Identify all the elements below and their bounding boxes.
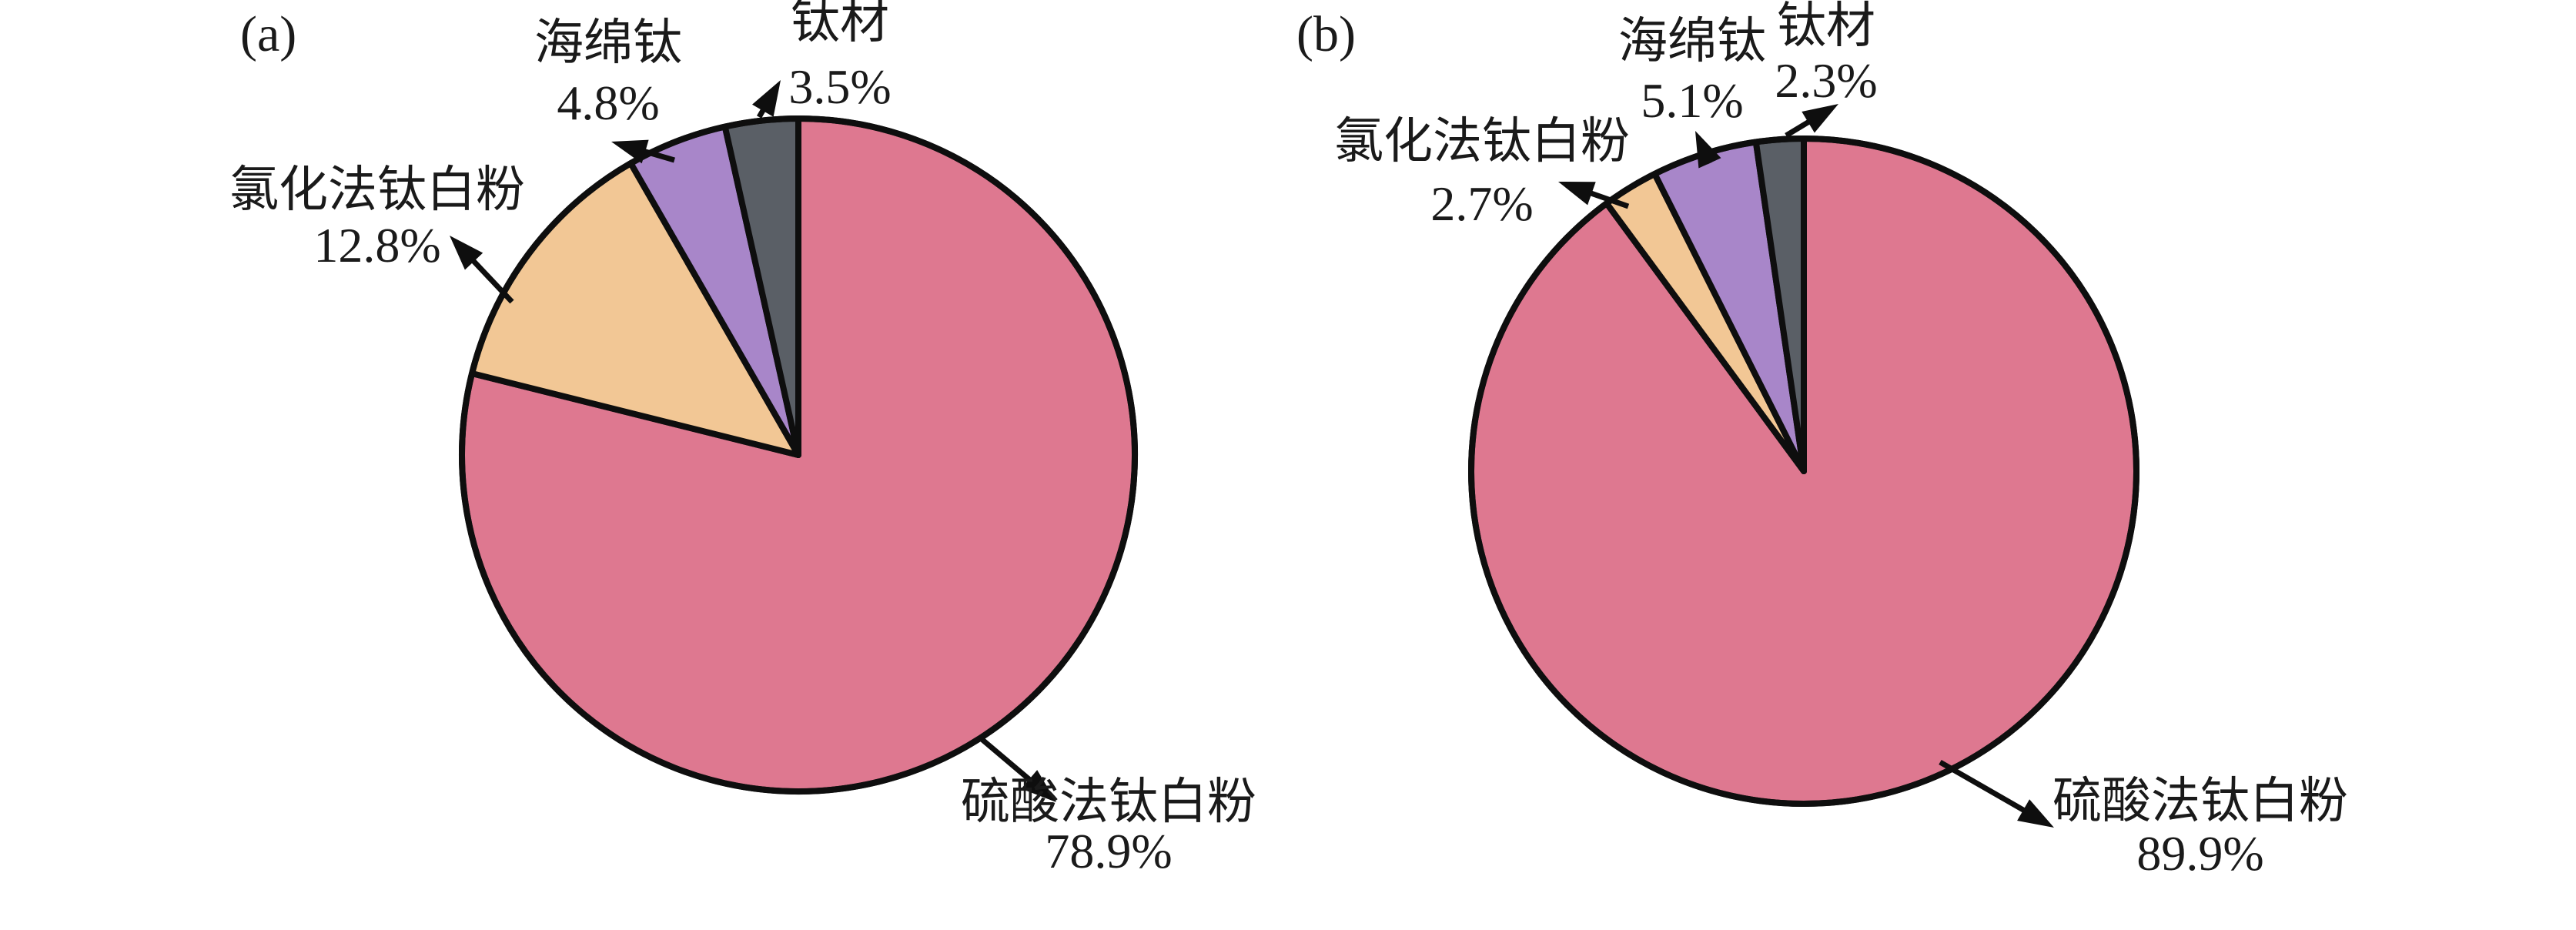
slice-name-label-titanium-material: 钛材	[1777, 0, 1875, 53]
slice-name-label-titanium-sponge: 海绵钛	[1618, 14, 1766, 69]
slice-name-label-chloride-process-tio2: 氯化法钛白粉	[229, 162, 525, 217]
leader-arrowhead-chloride-process-tio2	[1558, 182, 1596, 206]
slice-pct-label-chloride-process-tio2: 12.8%	[313, 218, 440, 273]
leader-arrowhead-chloride-process-tio2	[450, 236, 483, 270]
slice-pct-label-titanium-sponge: 5.1%	[1641, 73, 1743, 128]
slice-name-label-titanium-sponge: 海绵钛	[534, 15, 682, 70]
slice-pct-label-titanium-material: 3.5%	[788, 59, 891, 114]
slice-pct-label-titanium-material: 2.3%	[1775, 53, 1877, 108]
slice-pct-label-sulfate-process-tio2: 89.9%	[2136, 826, 2263, 881]
leader-arrowhead-titanium-sponge	[1695, 131, 1721, 169]
leader-arrowhead-titanium-material	[1802, 104, 1838, 133]
slice-pct-label-sulfate-process-tio2: 78.9%	[1045, 824, 1172, 878]
slice-name-label-titanium-material: 钛材	[791, 0, 889, 49]
panel-tag-b: (b)	[1296, 6, 1356, 62]
leader-arrowhead-titanium-sponge	[611, 139, 649, 164]
slice-pct-label-chloride-process-tio2: 2.7%	[1430, 176, 1533, 231]
slice-name-label-chloride-process-tio2: 氯化法钛白粉	[1334, 114, 1630, 169]
leader-line-sulfate-process-tio2	[1939, 759, 2037, 820]
pie-outline	[459, 115, 1138, 795]
leader-arrowhead-titanium-material	[752, 80, 781, 117]
leader-arrowhead-sulfate-process-tio2	[1021, 770, 1056, 802]
slice-pct-label-titanium-sponge: 4.8%	[557, 75, 659, 130]
panel-tag-a: (a)	[240, 6, 297, 62]
slice-name-label-sulfate-process-tio2: 硫酸法钛白粉	[2052, 774, 2348, 828]
leader-arrowhead-sulfate-process-tio2	[2017, 799, 2054, 828]
slice-name-label-sulfate-process-tio2: 硫酸法钛白粉	[961, 774, 1256, 829]
pie-outline	[1468, 135, 2139, 807]
